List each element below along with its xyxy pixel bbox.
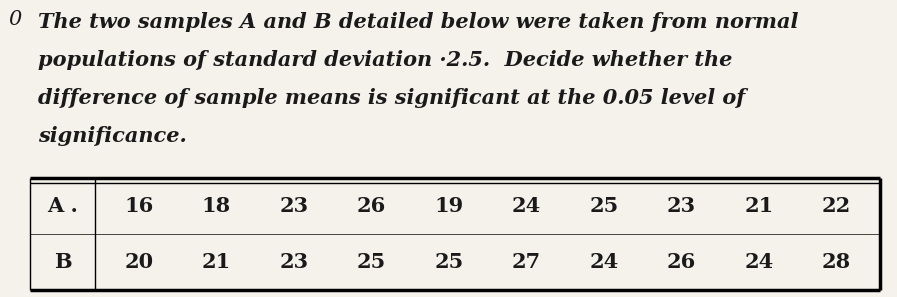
Text: 24: 24: [511, 196, 541, 216]
Text: B: B: [54, 252, 72, 272]
Text: significance.: significance.: [38, 126, 187, 146]
Text: 26: 26: [357, 196, 386, 216]
Text: 23: 23: [666, 196, 696, 216]
Text: 18: 18: [202, 196, 231, 216]
Text: 21: 21: [745, 196, 773, 216]
Text: 20: 20: [124, 252, 153, 272]
Text: 26: 26: [666, 252, 696, 272]
Text: populations of standard deviation ·2.5.  Decide whether the: populations of standard deviation ·2.5. …: [38, 50, 732, 70]
Text: 16: 16: [124, 196, 153, 216]
Text: 21: 21: [202, 252, 231, 272]
Text: A .: A .: [47, 196, 78, 216]
Text: difference of sample means is significant at the 0.05 level of: difference of sample means is significan…: [38, 88, 745, 108]
Text: 24: 24: [589, 252, 618, 272]
Text: 28: 28: [822, 252, 851, 272]
Text: 0: 0: [8, 10, 22, 29]
Text: 19: 19: [434, 196, 464, 216]
Text: 22: 22: [822, 196, 851, 216]
Text: 23: 23: [279, 252, 309, 272]
Text: 23: 23: [279, 196, 309, 216]
Text: 25: 25: [357, 252, 386, 272]
Text: 25: 25: [589, 196, 618, 216]
Text: 27: 27: [511, 252, 541, 272]
Text: 25: 25: [434, 252, 464, 272]
Text: 24: 24: [745, 252, 773, 272]
Text: The two samples A and B detailed below were taken from normal: The two samples A and B detailed below w…: [38, 12, 798, 32]
